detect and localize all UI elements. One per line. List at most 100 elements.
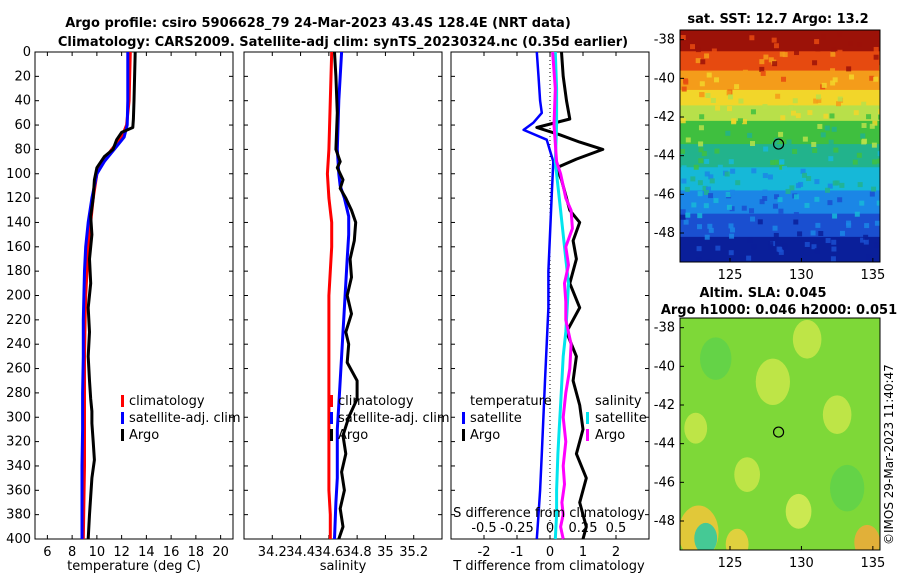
legend-swatch-t-satellite xyxy=(462,412,465,424)
sst-pixel xyxy=(725,130,731,136)
legend-label-s-satellite: satellite xyxy=(595,411,647,426)
sst-pixel xyxy=(760,70,766,76)
series-line-t-argo xyxy=(535,51,605,540)
series-line-satellite-adj-clim xyxy=(80,52,130,539)
y-tick-label: 360 xyxy=(6,483,31,498)
sst-pixel xyxy=(772,225,778,231)
sst-pixel xyxy=(816,97,822,103)
x-tick-label: 0 xyxy=(546,545,554,560)
sst-pixel xyxy=(696,246,702,252)
sst-pixel xyxy=(734,84,740,90)
sst-pixel xyxy=(814,196,820,202)
y-tick-label: 220 xyxy=(6,313,31,328)
sst-pixel xyxy=(823,113,829,119)
sst-pixel xyxy=(824,125,830,131)
sst-pixel xyxy=(856,152,862,158)
sst-pixel xyxy=(814,248,820,254)
sst-pixel xyxy=(832,180,838,186)
sst-pixel xyxy=(853,110,859,116)
sst-pixel xyxy=(697,213,703,219)
sst-pixel xyxy=(772,142,778,148)
sst-pixel xyxy=(837,32,843,38)
legend-label-argo: Argo xyxy=(129,428,159,443)
sst-pixel xyxy=(738,98,744,104)
sla-anomaly-blob xyxy=(725,528,749,550)
sst-pixel xyxy=(736,261,742,262)
sst-pixel xyxy=(807,110,813,116)
legend-swatch-argo xyxy=(330,429,333,441)
x-tick-label: 1 xyxy=(579,545,587,560)
sst-pixel xyxy=(709,178,715,184)
legend-swatch-climatology xyxy=(121,395,124,407)
sst-pixel xyxy=(831,246,837,252)
sst-pixel xyxy=(699,81,705,87)
sst-pixel xyxy=(690,44,696,50)
sst-pixel xyxy=(750,109,756,115)
sst-pixel xyxy=(873,54,879,60)
sst-pixel xyxy=(759,59,765,65)
map-x-tick-label: 125 xyxy=(718,268,743,283)
sst-pixel xyxy=(810,230,816,236)
sst-pixel xyxy=(830,68,836,74)
sst-pixel xyxy=(802,172,808,178)
sst-pixel xyxy=(830,51,836,57)
sst-pixel xyxy=(728,94,734,100)
sst-pixel xyxy=(708,193,714,199)
sst-pixel xyxy=(747,237,753,243)
sla-map: 125 130 135 -38 -40 -42 -44 -46 -48 xyxy=(654,317,885,571)
sst-map-title: sat. SST: 12.7 Argo: 13.2 xyxy=(687,12,868,27)
map-y-tick-label: -40 xyxy=(654,359,675,374)
sst-pixel xyxy=(746,255,752,261)
x-tick-label: 34.2 xyxy=(258,545,287,560)
sst-pixel xyxy=(781,76,787,82)
sst-pixel xyxy=(781,166,787,172)
map-y-tick-label: -42 xyxy=(654,110,675,125)
sst-pixel xyxy=(695,58,701,64)
legend-label-s-argo: Argo xyxy=(595,428,625,443)
sst-pixel xyxy=(812,148,818,154)
sst-band xyxy=(680,51,880,72)
sst-pixel xyxy=(795,113,801,119)
legend-label-t-satellite: satellite xyxy=(470,411,522,426)
sst-pixel xyxy=(827,200,833,206)
sst-pixel xyxy=(680,148,686,154)
series-line-climatology xyxy=(325,51,334,539)
y-tick-label: 20 xyxy=(14,69,31,84)
sst-pixel xyxy=(768,244,774,250)
sst-pixel xyxy=(702,185,708,191)
sst-pixel xyxy=(697,224,703,230)
sst-pixel xyxy=(872,120,878,126)
difference-legend: temperature satellite Argo salinity sate… xyxy=(462,394,647,443)
x-tick-label: 35.2 xyxy=(399,545,428,560)
s-x-tick-label: -0.25 xyxy=(500,521,534,536)
sst-pixel xyxy=(818,231,824,237)
y-tick-label: 200 xyxy=(6,289,31,304)
sst-pixel xyxy=(707,223,713,229)
sst-pixel xyxy=(863,234,869,240)
x-tick-label: 35 xyxy=(377,545,394,560)
sst-pixel xyxy=(762,173,768,179)
s-difference-xlabel: S difference from climatology xyxy=(453,506,645,521)
map-y-tick-label: -38 xyxy=(654,321,675,336)
sst-pixel xyxy=(774,137,780,143)
sst-pixel xyxy=(861,101,867,107)
sst-pixel xyxy=(824,187,830,193)
sst-pixel xyxy=(714,77,720,83)
sst-pixel xyxy=(815,46,821,52)
sst-pixel xyxy=(747,132,753,138)
legend-swatch-climatology xyxy=(330,395,333,407)
sst-pixel xyxy=(728,223,734,229)
sst-pixel xyxy=(779,164,785,170)
x-tick-label: 34.6 xyxy=(314,545,343,560)
series-line-satellite-adj-clim xyxy=(333,51,351,540)
y-tick-label: 300 xyxy=(6,410,31,425)
sst-pixel xyxy=(683,78,689,84)
sla-anomaly-blob xyxy=(700,337,732,380)
sst-pixel xyxy=(726,90,732,96)
y-tick-label: 340 xyxy=(6,459,31,474)
sst-pixel xyxy=(749,35,755,41)
sst-pixel xyxy=(762,196,768,202)
sst-pixel xyxy=(774,194,780,200)
sst-pixel xyxy=(874,242,880,248)
sst-pixel xyxy=(711,48,717,54)
